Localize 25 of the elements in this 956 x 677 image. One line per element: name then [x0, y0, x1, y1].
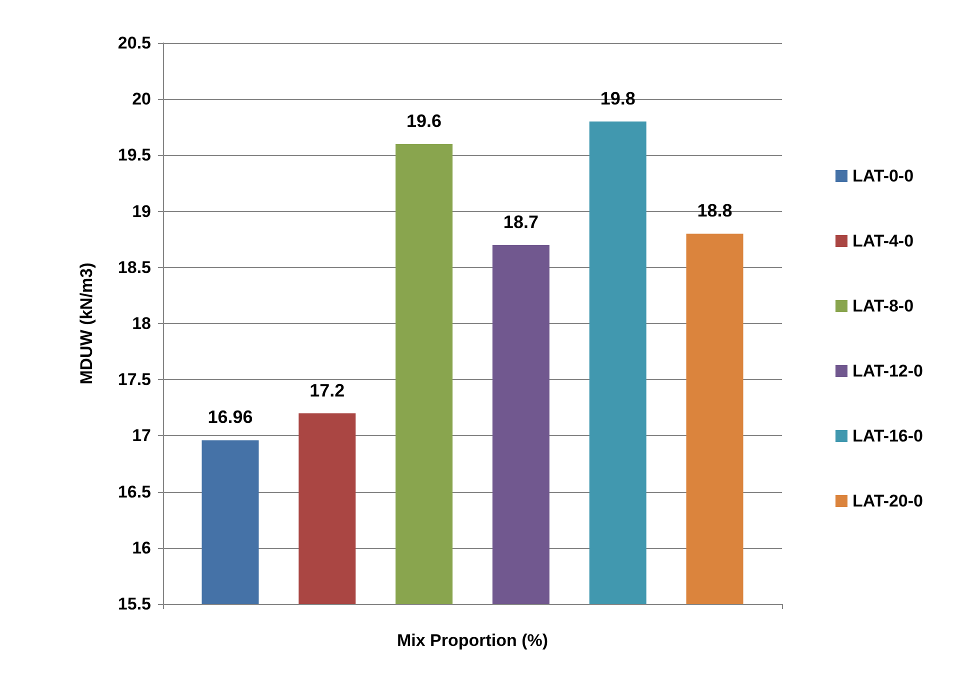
legend-label: LAT-8-0: [852, 296, 914, 316]
y-tick-label: 17.5: [118, 370, 151, 390]
data-label: 17.2: [310, 380, 345, 400]
y-tick-label: 20: [132, 90, 151, 109]
x-axis-title: Mix Proportion (%): [396, 631, 548, 650]
y-tick-label: 18: [132, 314, 151, 333]
data-label: 18.7: [503, 212, 538, 232]
legend-label: LAT-16-0: [852, 426, 924, 446]
y-tick-label: 19: [132, 202, 151, 221]
legend-label: LAT-20-0: [852, 492, 924, 510]
y-tick-label: 20.5: [118, 34, 151, 52]
data-label: 16.96: [208, 407, 253, 428]
legend-label: LAT-4-0: [852, 232, 914, 250]
data-label: 19.8: [600, 88, 636, 109]
y-tick-label: 19.5: [118, 146, 151, 165]
legend-label: LAT-12-0: [852, 362, 924, 380]
data-label: 18.8: [697, 200, 732, 221]
y-tick-label: 18.5: [118, 258, 151, 277]
y-tick-label: 15.5: [118, 594, 151, 614]
y-tick-label: 17: [132, 426, 151, 446]
y-tick-label: 16.5: [118, 482, 151, 502]
data-label: 19.6: [406, 110, 442, 131]
y-axis-title: MDUW (kN/m3): [77, 262, 96, 384]
y-tick-label: 16: [132, 538, 151, 558]
legend-label: LAT-0-0: [852, 166, 914, 186]
